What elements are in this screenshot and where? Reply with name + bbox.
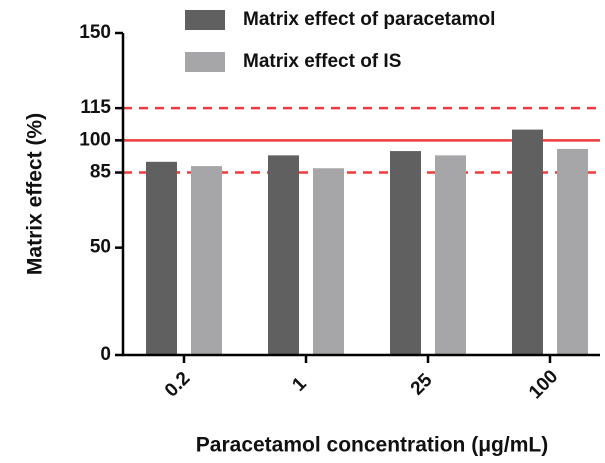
legend-label: Matrix effect of paracetamol — [243, 9, 495, 30]
bar — [146, 161, 177, 355]
bar — [390, 151, 421, 355]
y-tick-label: 50 — [90, 237, 111, 258]
bar — [313, 168, 344, 355]
legend-swatch — [185, 52, 225, 72]
bar — [268, 155, 299, 355]
y-tick-label: 85 — [90, 162, 112, 183]
legend-swatch — [185, 10, 225, 30]
x-axis-title: Paracetamol concentration (μg/mL) — [196, 434, 548, 457]
y-tick-label: 100 — [79, 129, 111, 150]
y-tick-label: 0 — [100, 344, 111, 365]
bar — [435, 155, 466, 355]
y-axis-title: Matrix effect (%) — [24, 113, 47, 275]
x-tick-label: 1 — [288, 373, 311, 396]
x-tick-label: 25 — [407, 369, 437, 399]
bar — [191, 166, 222, 355]
x-tick-label: 0.2 — [161, 368, 195, 402]
bar — [512, 129, 543, 355]
y-tick-label: 150 — [79, 22, 111, 43]
x-tick-label: 100 — [525, 366, 562, 403]
y-tick-label: 115 — [80, 97, 111, 118]
legend-label: Matrix effect of IS — [243, 51, 401, 72]
bar — [557, 148, 588, 355]
